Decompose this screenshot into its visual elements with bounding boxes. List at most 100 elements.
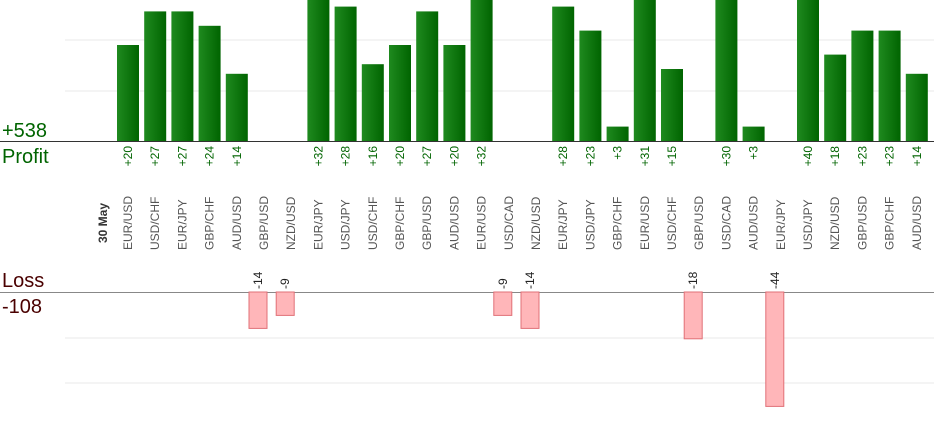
profit-value-label-19: +31	[638, 146, 652, 167]
profit-bar-17	[579, 30, 602, 142]
pair-tick-label-3: GBP/CHF	[203, 197, 217, 250]
profit-bar-16	[552, 6, 575, 141]
loss-value-label-15: -14	[523, 271, 537, 289]
profit-value-label-28: +23	[883, 146, 897, 167]
label-layer: +538 Profit Loss -108 30 May	[2, 120, 110, 318]
loss-bar-24	[765, 291, 785, 407]
loss-value-label-5: -14	[251, 271, 265, 289]
profit-value-label-27: +23	[855, 146, 869, 167]
pair-tick-label-7: EUR/JPY	[311, 199, 325, 250]
profit-bar-19	[633, 0, 656, 141]
pair-tick-label-0: EUR/USD	[121, 196, 135, 250]
pair-tick-label-29: AUD/USD	[910, 196, 924, 250]
profit-bar-1	[144, 11, 167, 142]
pair-tick-label-4: AUD/USD	[230, 196, 244, 250]
pair-tick-label-17: USD/JPY	[583, 199, 597, 250]
profit-value-label-4: +14	[230, 146, 244, 167]
loss-label: Loss	[2, 270, 44, 292]
profit-value-label-11: +27	[420, 146, 434, 167]
profit-bar-2	[171, 11, 194, 142]
loss-bar-14	[493, 291, 513, 316]
pair-tick-label-1: USD/CHF	[148, 197, 162, 250]
profit-bar-18	[606, 126, 629, 141]
pair-tick-label-16: EUR/JPY	[556, 199, 570, 250]
profit-value-label-2: +27	[175, 146, 189, 167]
pair-tick-label-20: USD/CHF	[665, 197, 679, 250]
loss-value-label-14: -9	[496, 278, 510, 289]
profit-value-label-25: +40	[801, 146, 815, 167]
profit-bar-9	[361, 64, 384, 141]
profit-value-label-3: +24	[203, 146, 217, 167]
profit-value-label-20: +15	[665, 146, 679, 167]
profit-value-label-26: +18	[828, 146, 842, 167]
profit-value-label-0: +20	[121, 146, 135, 167]
loss-bar-15	[520, 291, 540, 329]
pair-tick-label-8: USD/JPY	[339, 199, 353, 250]
pair-tick-label-27: GBP/USD	[855, 196, 869, 250]
profit-bar-7	[307, 0, 330, 141]
profit-value-label-9: +16	[366, 146, 380, 167]
profit-value-label-1: +27	[148, 146, 162, 167]
profit-bar-11	[416, 11, 439, 142]
profit-value-label-13: +32	[475, 146, 489, 167]
pair-tick-label-26: NZD/USD	[828, 196, 842, 250]
profit-total: +538	[2, 120, 47, 142]
pair-tick-label-21: GBP/USD	[692, 196, 706, 250]
profit-bar-12	[443, 45, 466, 141]
loss-bar-21	[683, 291, 703, 340]
pair-tick-label-11: GBP/USD	[420, 196, 434, 250]
profit-bar-22	[715, 0, 738, 141]
pair-tick-label-19: EUR/USD	[638, 196, 652, 250]
pair-tick-label-24: EUR/JPY	[774, 199, 788, 250]
pair-tick-label-10: GBP/CHF	[393, 197, 407, 250]
pair-tick-label-5: GBP/USD	[257, 196, 271, 250]
profit-label: Profit	[2, 146, 49, 168]
pair-tick-label-14: USD/CAD	[502, 196, 516, 250]
profit-value-label-7: +32	[311, 146, 325, 167]
profit-value-label-16: +28	[556, 146, 570, 167]
pair-tick-label-12: AUD/USD	[447, 196, 461, 250]
profit-bar-4	[225, 73, 248, 141]
profit-value-label-22: +30	[719, 146, 733, 167]
date-label: 30 May	[96, 203, 110, 243]
profit-value-label-23: +3	[747, 146, 761, 160]
profit-value-label-8: +28	[339, 146, 353, 167]
loss-bar-5	[248, 291, 268, 329]
profit-bar-10	[389, 45, 411, 141]
loss-value-label-24: -44	[768, 271, 782, 289]
pair-tick-label-9: USD/CHF	[366, 197, 380, 250]
profit-bar-23	[742, 126, 765, 141]
profit-bar-3	[198, 25, 221, 141]
profit-bar-25	[797, 0, 819, 141]
profit-bar-0	[117, 45, 139, 141]
loss-value-label-21: -18	[686, 271, 700, 289]
profit-bar-20	[661, 69, 683, 141]
pair-tick-label-15: NZD/USD	[529, 196, 543, 250]
profit-bar-29	[905, 73, 928, 141]
profit-bar-13	[470, 0, 493, 141]
pair-tick-label-6: NZD/USD	[284, 196, 298, 250]
profit-value-label-18: +3	[611, 146, 625, 160]
profit-bar-28	[878, 30, 901, 142]
grid-layer	[0, 39, 934, 384]
profit-value-label-10: +20	[393, 146, 407, 167]
pair-tick-label-22: USD/CAD	[719, 196, 733, 250]
pair-tick-label-28: GBP/CHF	[883, 197, 897, 250]
pair-tick-label-13: EUR/USD	[475, 196, 489, 250]
pair-tick-label-18: GBP/CHF	[611, 197, 625, 250]
profit-value-label-17: +23	[583, 146, 597, 167]
profit-bar-27	[851, 30, 874, 142]
loss-value-label-6: -9	[278, 278, 292, 289]
pair-tick-label-23: AUD/USD	[747, 196, 761, 250]
profit-value-label-29: +14	[910, 146, 924, 167]
loss-total: -108	[2, 296, 42, 318]
profit-bar-8	[334, 6, 357, 141]
profit-bar-26	[824, 54, 847, 141]
pair-tick-label-25: USD/JPY	[801, 199, 815, 250]
profit-value-label-12: +20	[447, 146, 461, 167]
pair-tick-label-2: EUR/JPY	[175, 199, 189, 250]
bar-layer: +20 EUR/USD +27 USD/CHF +27 EUR/JPY +24 GBP/CHF…	[117, 0, 928, 407]
loss-bar-6	[275, 291, 295, 316]
